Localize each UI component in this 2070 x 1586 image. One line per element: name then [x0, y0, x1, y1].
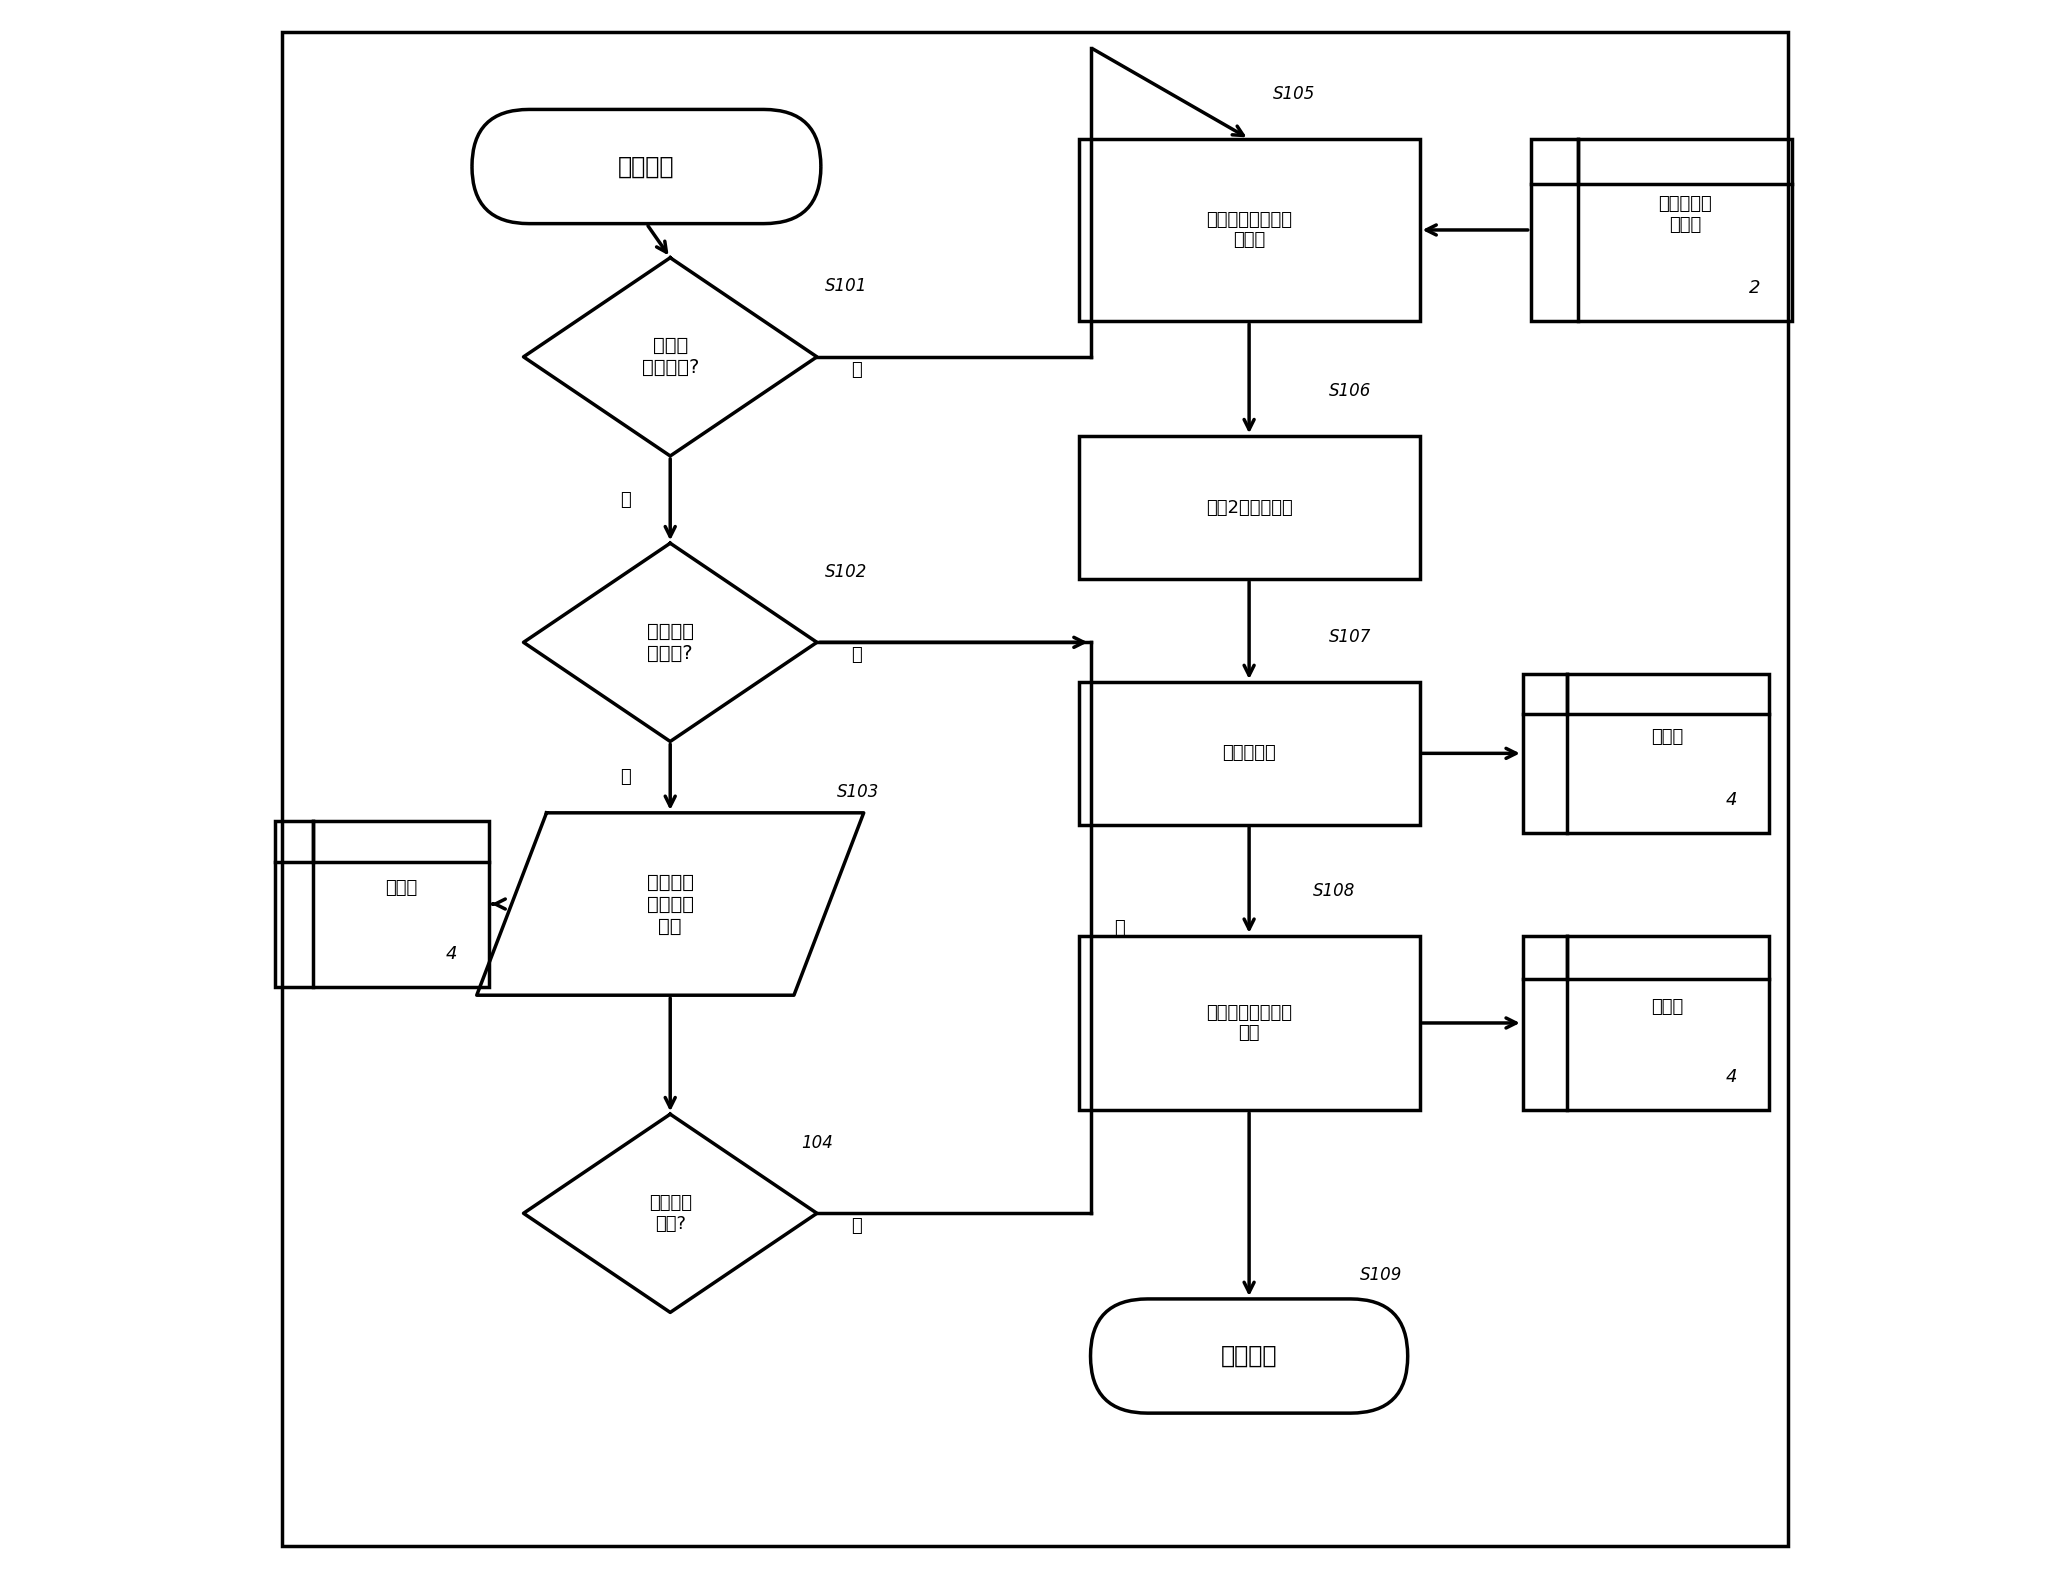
- Text: 存储器: 存储器: [1652, 998, 1683, 1017]
- Text: S108: S108: [1312, 882, 1356, 901]
- Text: 计算学习周期纱线
状态: 计算学习周期纱线 状态: [1207, 1004, 1292, 1042]
- Text: 4: 4: [1724, 1069, 1737, 1086]
- Text: 2: 2: [1749, 279, 1762, 298]
- Text: 存储器: 存储器: [1652, 728, 1683, 747]
- Text: 4: 4: [445, 945, 457, 963]
- Text: 学习步骤: 学习步骤: [619, 154, 675, 179]
- Text: 是: 是: [621, 490, 631, 509]
- Text: 否: 否: [851, 646, 861, 665]
- Text: S101: S101: [824, 278, 867, 295]
- Text: 检测步骤: 检测步骤: [1221, 1343, 1277, 1369]
- Text: S106: S106: [1329, 382, 1370, 401]
- Bar: [1524, 674, 1768, 833]
- Text: 计算灵敏度: 计算灵敏度: [1221, 744, 1275, 763]
- Text: 4: 4: [1724, 791, 1737, 809]
- Text: S102: S102: [824, 563, 867, 580]
- Text: 统计纱线感应值分
布状态: 统计纱线感应值分 布状态: [1207, 211, 1292, 249]
- Bar: [275, 822, 489, 986]
- Bar: [1078, 140, 1420, 320]
- Text: 是: 是: [1114, 918, 1124, 937]
- Bar: [1078, 682, 1420, 825]
- Text: 纺织机器
运转中?: 纺织机器 运转中?: [646, 622, 693, 663]
- Text: 否: 否: [851, 360, 861, 379]
- Text: 新织物
周期开始?: 新织物 周期开始?: [642, 336, 700, 377]
- Text: 织物周期
结束?: 织物周期 结束?: [648, 1194, 691, 1232]
- Text: S107: S107: [1329, 628, 1370, 647]
- Text: 存储器: 存储器: [385, 879, 416, 898]
- Bar: [1530, 140, 1793, 320]
- Text: 104: 104: [801, 1134, 832, 1151]
- Text: 当前纱线
传感器感
应值: 当前纱线 传感器感 应值: [646, 872, 693, 936]
- Bar: [1078, 936, 1420, 1110]
- Text: 纱线传感器
感应值: 纱线传感器 感应值: [1658, 195, 1712, 233]
- Bar: [1524, 936, 1768, 1110]
- Text: S103: S103: [836, 783, 880, 801]
- Text: S105: S105: [1273, 86, 1314, 103]
- Bar: [1078, 436, 1420, 579]
- Text: 计算2个波峰位置: 计算2个波峰位置: [1205, 498, 1292, 517]
- Text: 否: 否: [851, 1216, 861, 1235]
- Text: S109: S109: [1360, 1266, 1403, 1285]
- Text: 是: 是: [621, 768, 631, 787]
